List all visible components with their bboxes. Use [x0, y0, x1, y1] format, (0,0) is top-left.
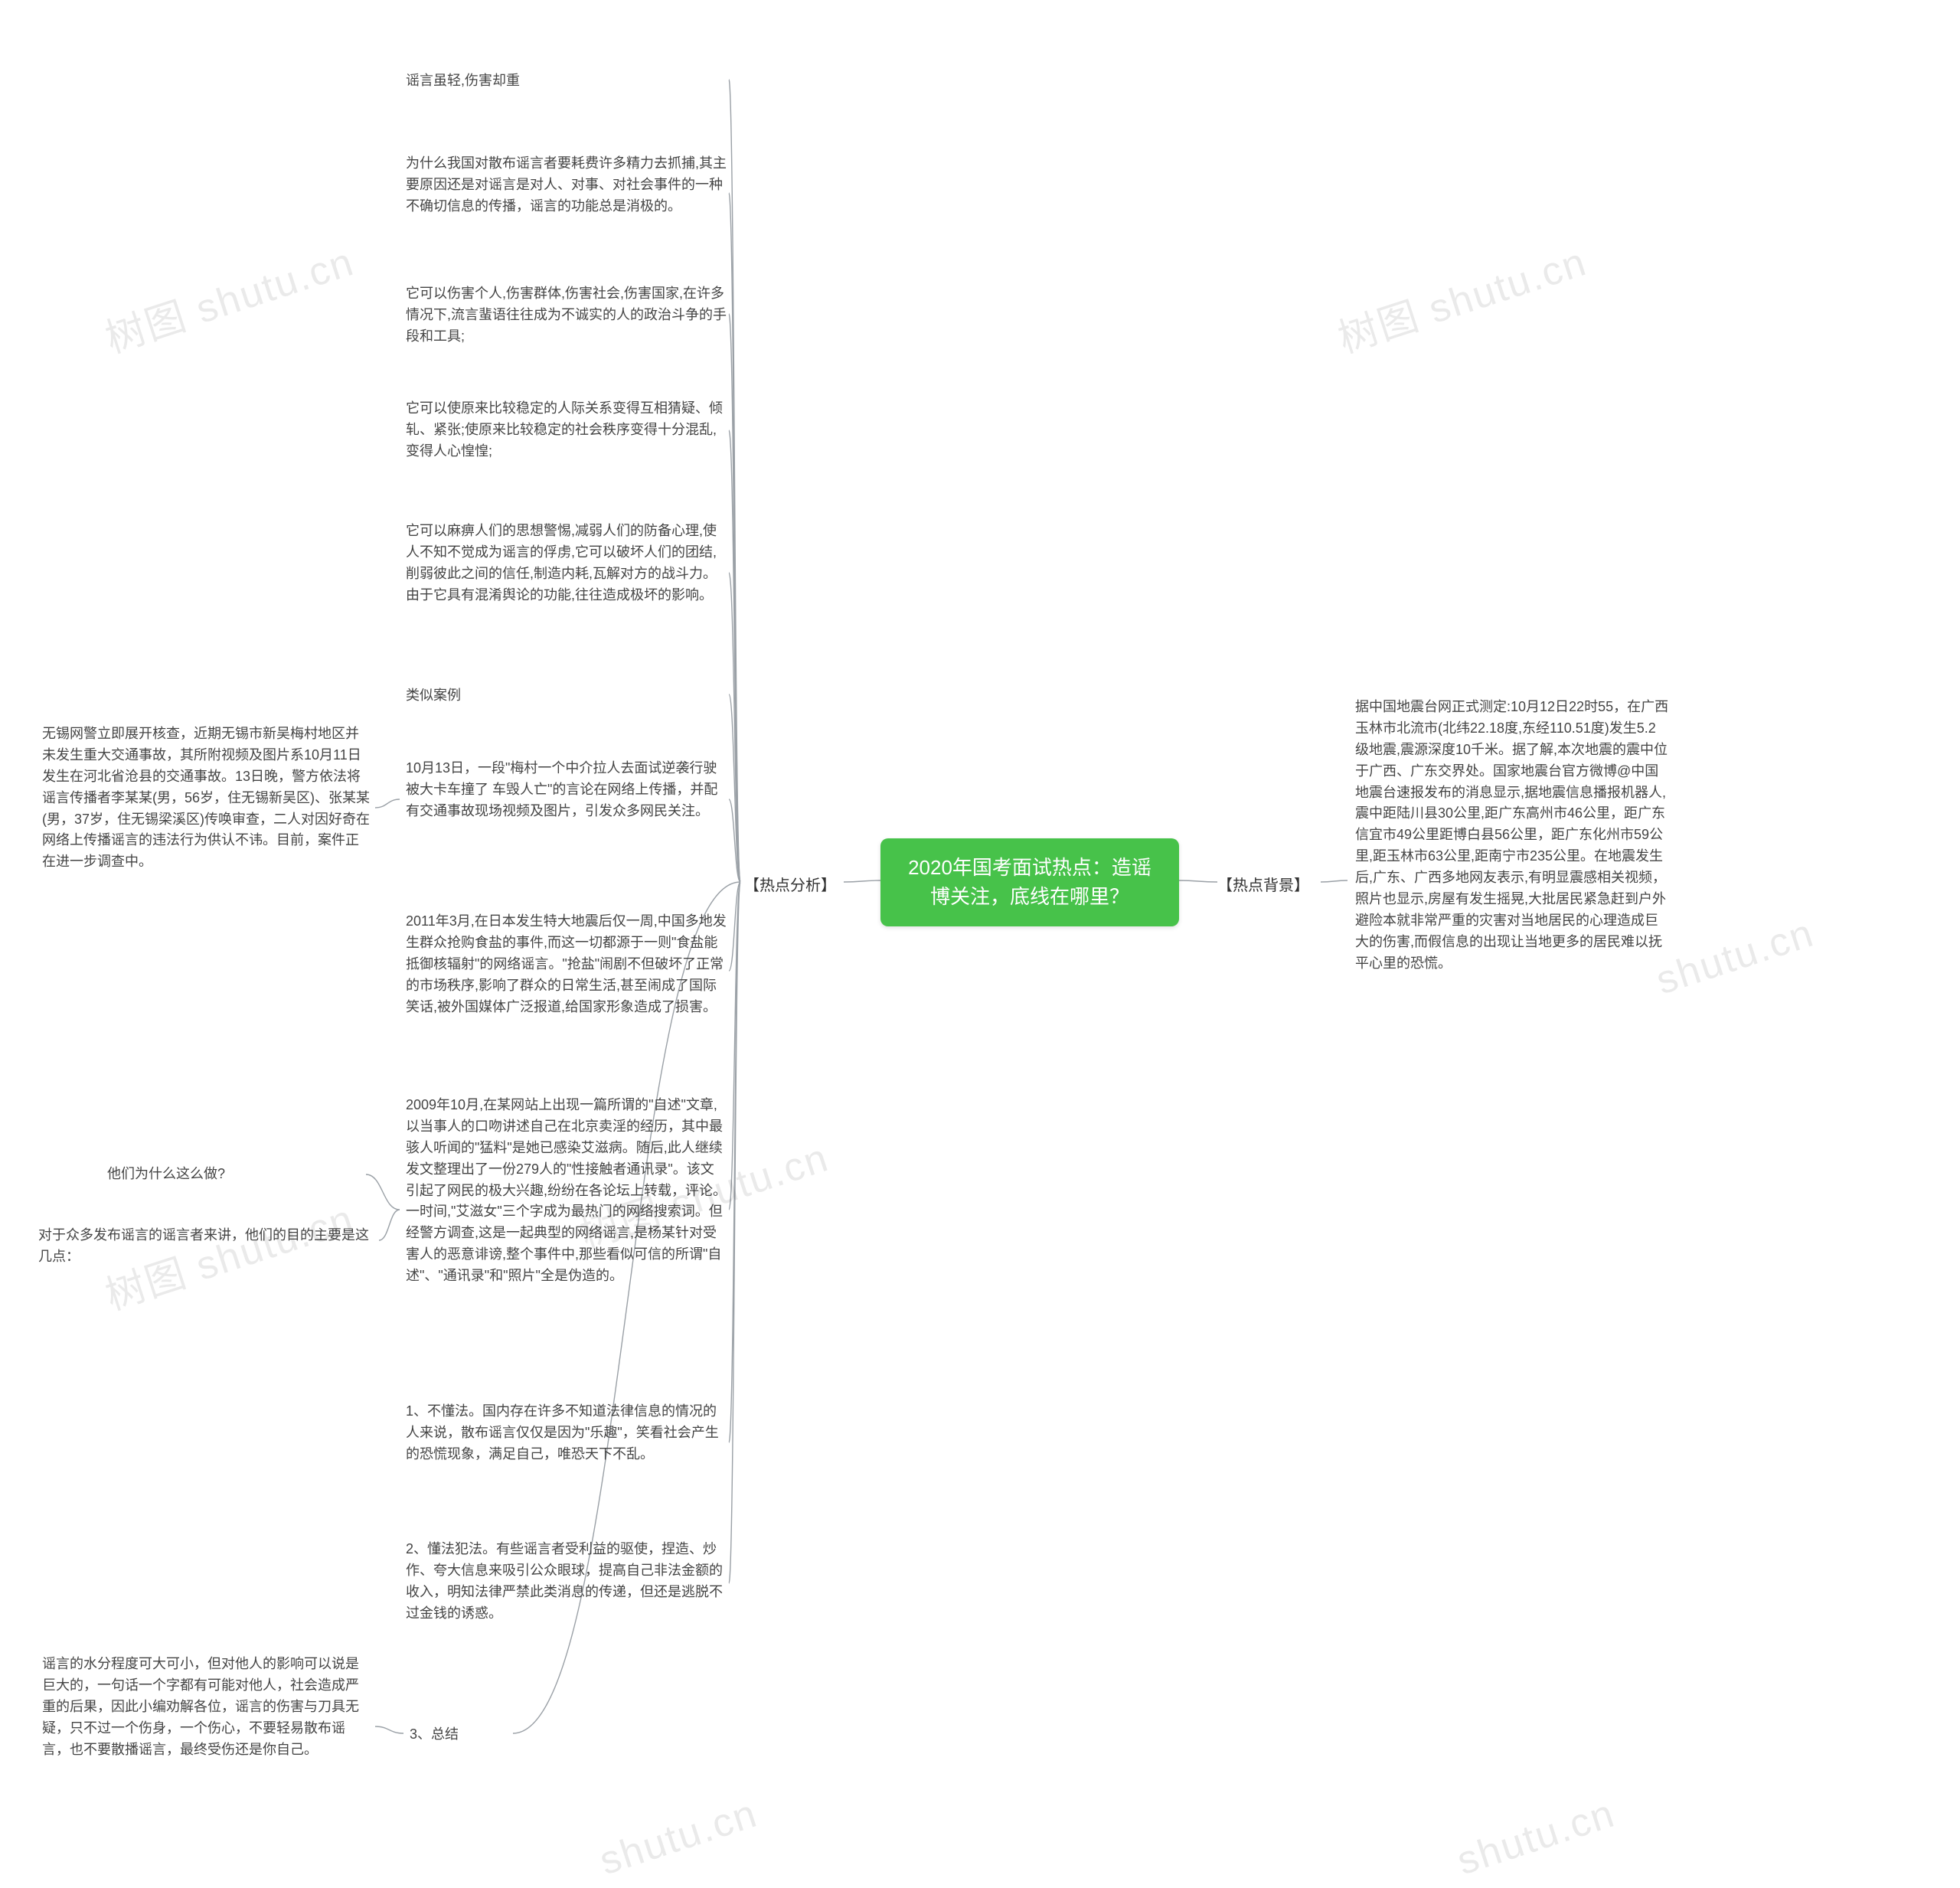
- left-item-a14-child: 谣言的水分程度可大可小，但对他人的影响可以说是巨大的，一句话一个字都有可能对他人…: [42, 1654, 371, 1760]
- left-item-a13: 2、懂法犯法。有些谣言者受利益的驱使，捏造、炒作、夸大信息来吸引公众眼球，提高自…: [406, 1539, 727, 1625]
- left-item-a1: 谣言虽轻,伤害却重: [406, 70, 651, 92]
- left-item-a6: 类似案例: [406, 685, 651, 707]
- branch-right-label: 【热点背景】: [1217, 873, 1309, 895]
- left-item-a3: 它可以伤害个人,伤害群体,伤害社会,伤害国家,在许多情况下,流言蜚语往往成为不诚…: [406, 283, 727, 348]
- left-item-a14: 3、总结: [410, 1724, 509, 1746]
- left-item-a2: 为什么我国对散布谣言者要耗费许多精力去抓捕,其主要原因还是对谣言是对人、对事、对…: [406, 153, 727, 217]
- left-item-a4: 它可以使原来比较稳定的人际关系变得互相猜疑、倾轧、紧张;使原来比较稳定的社会秩序…: [406, 398, 727, 462]
- left-item-a7-child: 无锡网警立即展开核查，近期无锡市新吴梅村地区并未发生重大交通事故，其所附视频及图…: [42, 724, 371, 873]
- left-item-a11: 对于众多发布谣言的谣言者来讲，他们的目的主要是这几点：: [38, 1225, 375, 1268]
- left-item-a10: 他们为什么这么做?: [107, 1164, 360, 1185]
- left-item-a9: 2009年10月,在某网站上出现一篇所谓的"自述"文章,以当事人的口吻讲述自己在…: [406, 1095, 727, 1287]
- left-item-a12: 1、不懂法。国内存在许多不知道法律信息的情况的人来说，散布谣言仅仅是因为"乐趣"…: [406, 1401, 727, 1465]
- left-item-a5: 它可以麻痹人们的思想警惕,减弱人们的防备心理,使人不知不觉成为谣言的俘虏,它可以…: [406, 521, 727, 606]
- center-topic: 2020年国考面试热点：造谣博关注，底线在哪里？: [880, 838, 1179, 926]
- left-item-a8: 2011年3月,在日本发生特大地震后仅一周,中国多地发生群众抢购食盐的事件,而这…: [406, 911, 727, 1017]
- right-background-text: 据中国地震台网正式测定:10月12日22时55，在广西玉林市北流市(北纬22.1…: [1355, 697, 1669, 975]
- left-item-a7: 10月13日，一段"梅村一个中介拉人去面试逆袭行驶被大卡车撞了 车毁人亡"的言论…: [406, 758, 727, 822]
- branch-left-label: 【热点分析】: [744, 873, 836, 895]
